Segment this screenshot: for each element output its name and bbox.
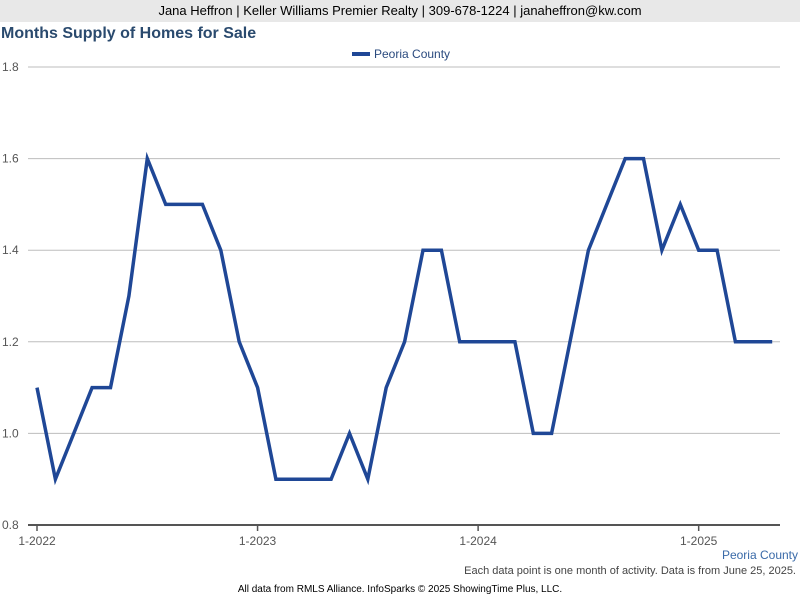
y-axis-tick-labels: 0.8 1.0 1.2 1.4 1.6 1.8 — [2, 60, 19, 532]
x-tick-label: 1-2022 — [18, 534, 56, 548]
y-tick-label: 1.8 — [2, 60, 19, 74]
x-tick-label: 1-2025 — [680, 534, 718, 548]
series-line-0 — [35, 151, 773, 486]
series-label: Peoria County — [721, 548, 798, 562]
x-axis: 1-2022 1-2023 1-2024 1-2025 — [18, 524, 780, 548]
y-tick-label: 0.8 — [2, 518, 19, 532]
y-tick-label: 1.0 — [2, 426, 19, 440]
chart-title: Months Supply of Homes for Sale — [1, 25, 257, 42]
series-layer — [35, 151, 773, 486]
gridlines — [28, 66, 780, 434]
y-tick-label: 1.4 — [2, 243, 19, 257]
legend-label: Peoria County — [374, 47, 450, 61]
top-banner: Jana Heffron | Keller Williams Premier R… — [0, 0, 800, 22]
footer-credit: All data from RMLS Alliance. InfoSparks … — [237, 584, 563, 595]
x-tick-label: 1-2024 — [459, 534, 497, 548]
y-tick-label: 1.2 — [2, 335, 19, 349]
legend: Peoria County — [352, 47, 450, 61]
y-tick-label: 1.6 — [2, 152, 19, 166]
data-note: Each data point is one month of activity… — [464, 565, 796, 577]
x-tick-label: 1-2023 — [239, 534, 277, 548]
